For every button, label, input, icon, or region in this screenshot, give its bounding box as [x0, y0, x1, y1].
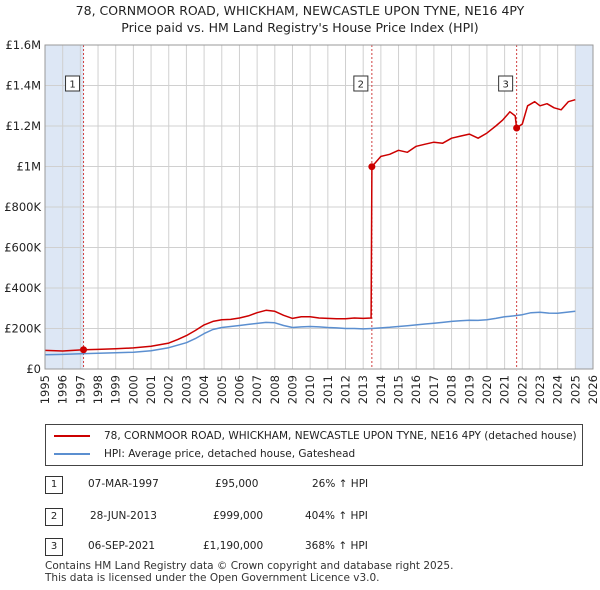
legend: 78, CORNMOOR ROAD, WHICKHAM, NEWCASTLE U…	[45, 424, 583, 466]
y-tick-label: £200K	[4, 322, 41, 336]
sale-marker-label: 1	[69, 80, 75, 91]
y-tick-label: £1.6M	[5, 38, 41, 52]
footer-copyright: Contains HM Land Registry data © Crown c…	[45, 560, 454, 572]
sale-marker-box	[65, 75, 81, 92]
property-series-line	[44, 98, 576, 352]
x-tick-label: 2011	[321, 375, 335, 404]
x-tick-label: 2025	[568, 375, 582, 404]
x-tick-label: 2021	[498, 375, 512, 404]
sale-date: 06-SEP-2021	[88, 540, 156, 552]
y-tick-label: £0	[26, 362, 41, 376]
chart-title: 78, CORNMOOR ROAD, WHICKHAM, NEWCASTLE U…	[75, 3, 525, 18]
x-tick-label: 2000	[126, 375, 140, 404]
x-tick-label: 1999	[109, 375, 123, 404]
sale-hpi-change: 368% ↑ HPI	[305, 540, 368, 552]
sale-marker-box	[353, 75, 369, 92]
x-tick-label: 2010	[303, 375, 317, 404]
x-tick-label: 2017	[427, 375, 441, 404]
x-tick-label: 2022	[515, 375, 529, 404]
y-tick-label: £400K	[4, 281, 41, 295]
sale-date: 07-MAR-1997	[88, 478, 159, 490]
x-tick-label: 2026	[586, 375, 600, 404]
sale-marker-number: 2	[45, 508, 63, 526]
x-tick-label: 2019	[462, 375, 476, 404]
y-tick-label: £1.4M	[5, 79, 41, 93]
sale-marker-number: 1	[45, 476, 63, 494]
sale-date: 28-JUN-2013	[90, 510, 157, 522]
y-tick-label: £800K	[4, 200, 41, 214]
sale-marker-label: 2	[358, 80, 364, 91]
x-tick-label: 2006	[232, 375, 246, 404]
x-tick-label: 1995	[38, 375, 52, 404]
price-chart: £0 £200K £400K £600K £800K £1M £1.2M £1.4M £1.6M…	[4, 38, 600, 404]
x-tick-label: 1998	[91, 375, 105, 404]
legend-hpi-swatch	[54, 453, 90, 455]
sale-price: £95,000	[215, 478, 259, 490]
y-tick-label: £1M	[16, 160, 41, 174]
x-tick-label: 2003	[179, 375, 193, 404]
footer: Contains HM Land Registry data © Crown c…	[45, 560, 453, 584]
plot-border	[44, 44, 594, 370]
x-tick-label: 2012	[339, 375, 353, 404]
legend-property: 78, CORNMOOR ROAD, WHICKHAM, NEWCASTLE U…	[54, 428, 577, 444]
sale-marker-label: 3	[502, 80, 508, 91]
footer-licence: This data is licensed under the Open Gov…	[45, 572, 380, 584]
x-tick-label: 2016	[409, 375, 423, 404]
x-tick-label: 2024	[551, 375, 565, 404]
sale-price: £999,000	[213, 510, 264, 522]
x-tick-label: 2023	[533, 375, 547, 404]
x-tick-label: 1997	[73, 375, 87, 404]
x-tick-label: 2020	[480, 375, 494, 404]
sale-point	[80, 346, 88, 354]
sale-hpi-change: 26% ↑ HPI	[312, 478, 369, 490]
x-tick-label: 2007	[250, 375, 264, 404]
x-tick-label: 2008	[268, 375, 282, 404]
x-tick-label: 2001	[144, 375, 158, 404]
x-tick-label: 2002	[162, 375, 176, 404]
legend-hpi-label: HPI: Average price, detached house, Gate…	[104, 448, 356, 460]
x-tick-label: 2009	[285, 375, 299, 404]
y-tick-label: £1.2M	[5, 119, 41, 133]
x-tick-label: 2018	[445, 375, 459, 404]
x-tick-label: 2005	[215, 375, 229, 404]
hpi-series-line	[44, 310, 576, 356]
sale-marker-number: 3	[45, 538, 63, 556]
x-tick-label: 2004	[197, 375, 211, 404]
x-tick-label: 2015	[392, 375, 406, 404]
sale-price: £1,190,000	[203, 540, 264, 552]
x-tick-label: 2014	[374, 375, 388, 404]
sale-marker-box	[498, 75, 514, 92]
x-tick-label: 1996	[56, 375, 70, 404]
y-tick-label: £600K	[4, 241, 41, 255]
sale-hpi-change: 404% ↑ HPI	[305, 510, 368, 522]
legend-property-swatch	[54, 435, 90, 437]
chart-subtitle: Price paid vs. HM Land Registry's House …	[121, 20, 479, 35]
sale-point	[368, 163, 376, 171]
legend-property-label: 78, CORNMOOR ROAD, WHICKHAM, NEWCASTLE U…	[104, 430, 577, 442]
x-tick-label: 2013	[356, 375, 370, 404]
sale-point	[513, 124, 521, 132]
legend-hpi: HPI: Average price, detached house, Gate…	[54, 446, 355, 462]
